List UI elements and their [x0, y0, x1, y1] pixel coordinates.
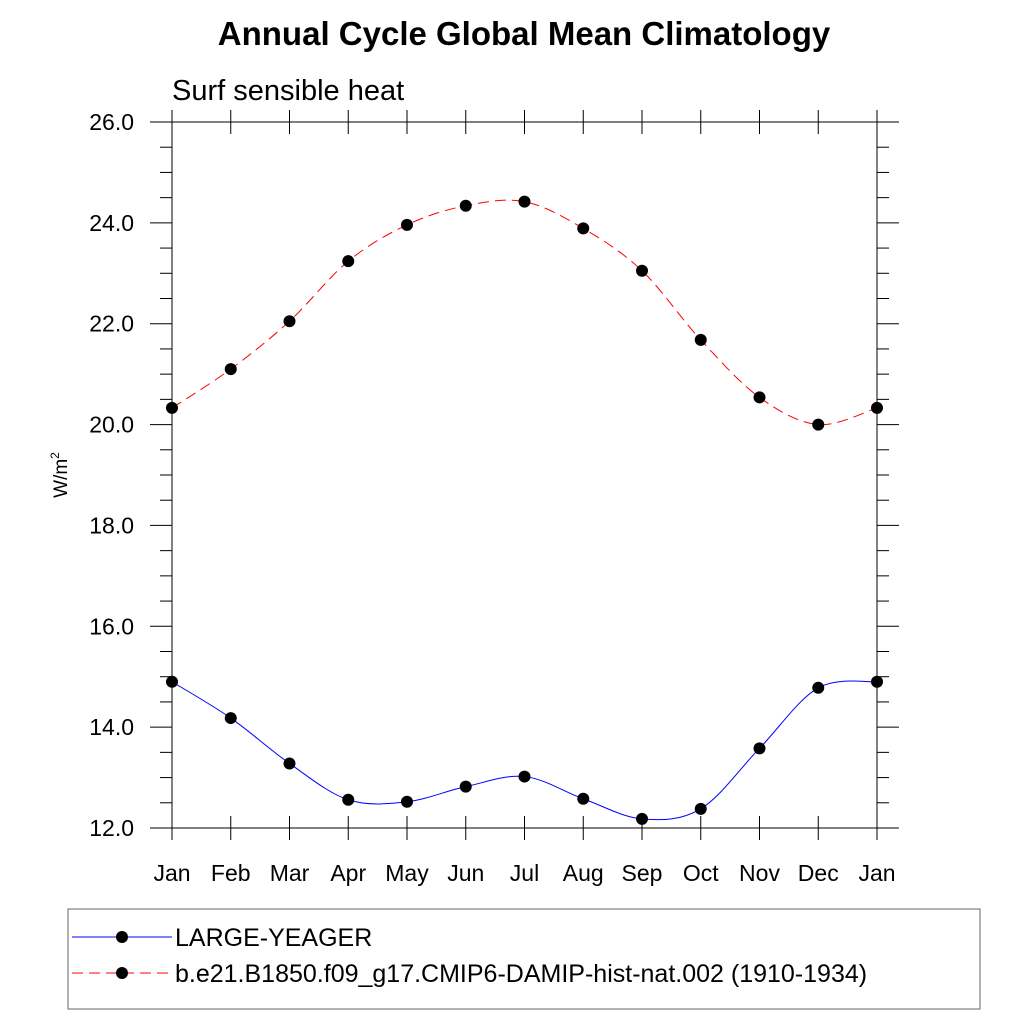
y-axis-label-superscript: 2 — [48, 452, 62, 459]
data-point — [283, 757, 296, 770]
data-point — [518, 770, 531, 783]
legend-label: LARGE-YEAGER — [175, 924, 372, 952]
data-point — [871, 675, 883, 688]
data-point — [694, 802, 707, 815]
legend-box — [67, 908, 981, 1010]
data-point — [753, 391, 766, 404]
x-tick-label: Dec — [798, 860, 839, 886]
data-point — [459, 199, 472, 212]
x-tick-label: May — [385, 860, 429, 886]
data-point — [224, 363, 237, 376]
legend: LARGE-YEAGER b.e21.B1850.f09_g17.CMIP6-DA… — [72, 924, 867, 988]
data-point — [636, 264, 648, 277]
data-point — [518, 195, 531, 208]
data-point — [577, 792, 590, 805]
data-point — [577, 222, 590, 235]
x-tick-label: Oct — [683, 860, 719, 886]
x-tick-label: Sep — [622, 860, 663, 886]
data-point — [401, 218, 413, 231]
data-point — [459, 780, 472, 793]
data-point — [694, 333, 707, 346]
x-tick-label: Jan — [858, 860, 895, 886]
x-tick-label: Jan — [153, 860, 190, 886]
series-2 — [166, 195, 883, 431]
data-point — [753, 742, 766, 755]
data-point — [812, 681, 825, 694]
data-point — [283, 315, 296, 328]
x-tick-label: Jun — [447, 860, 484, 886]
data-point — [342, 255, 355, 268]
series-line — [171, 199, 878, 426]
data-point — [871, 401, 883, 414]
legend-marker — [116, 931, 128, 943]
x-tick-label: Apr — [330, 860, 366, 886]
y-tick-label: 22.0 — [89, 311, 134, 337]
y-tick-label: 20.0 — [89, 412, 134, 438]
axes — [171, 121, 878, 829]
x-tick-label: Mar — [270, 860, 310, 886]
series-layer — [166, 195, 883, 825]
x-tick-label: Nov — [739, 860, 780, 886]
y-tick-label: 24.0 — [89, 210, 134, 236]
x-tick-label: Aug — [563, 860, 604, 886]
data-point — [401, 795, 413, 808]
x-tick-label: Feb — [211, 860, 251, 886]
data-point — [636, 812, 648, 825]
data-point — [166, 675, 178, 688]
y-axis-label: W/m2 — [48, 452, 72, 498]
x-tick-label: Jul — [510, 860, 539, 886]
y-axis-label-text: W/m — [51, 459, 72, 498]
legend-label: b.e21.B1850.f09_g17.CMIP6-DAMIP-hist-nat… — [175, 960, 867, 988]
y-tick-label: 16.0 — [89, 613, 134, 639]
data-point — [166, 401, 178, 414]
y-tick-label: 26.0 — [89, 109, 134, 135]
plot-frame — [171, 121, 878, 829]
legend-item-2: b.e21.B1850.f09_g17.CMIP6-DAMIP-hist-nat… — [72, 960, 867, 988]
y-tick-label: 14.0 — [89, 714, 134, 740]
chart-subtitle: Surf sensible heat — [172, 75, 404, 107]
y-axis: 12.0 14.0 16.0 18.0 20.0 22.0 24.0 26.0 — [89, 109, 899, 841]
legend-marker — [116, 967, 128, 979]
x-axis: Jan Feb Mar Apr May Jun Jul Aug Sep Oct Nov Dec Jan — [153, 110, 896, 886]
legend-item-1: LARGE-YEAGER — [72, 924, 372, 952]
data-point — [224, 712, 237, 725]
series-1 — [166, 675, 883, 825]
chart-title: Annual Cycle Global Mean Climatology — [218, 15, 831, 52]
data-point — [812, 418, 825, 431]
y-tick-label: 18.0 — [89, 512, 134, 538]
y-tick-label: 12.0 — [89, 815, 134, 841]
data-point — [342, 793, 355, 806]
series-line — [171, 680, 878, 821]
